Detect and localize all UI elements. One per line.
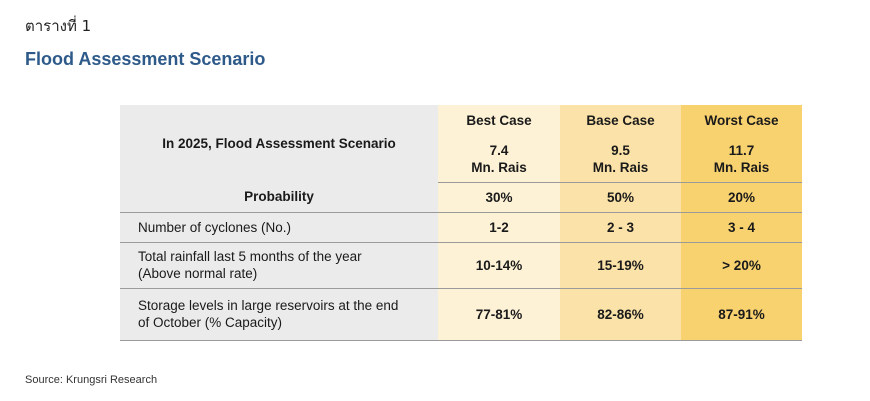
cell-best: 10-14% [438,242,560,289]
row-label: Storage levels in large reservoirs at th… [120,288,438,341]
cell-worst: 87-91% [681,288,802,341]
cell-worst: > 20% [681,242,802,289]
amount-value: 9.5 [611,142,630,158]
scenario-table: In 2025, Flood Assessment Scenario Best … [120,105,802,341]
amount-unit: Mn. Rais [471,159,527,175]
page-title: Flood Assessment Scenario [25,49,266,69]
amount-value: 11.7 [728,142,755,158]
table-row: Storage levels in large reservoirs at th… [120,288,802,341]
cell-base: 15-19% [560,242,681,289]
table-number-label: ตารางที่ 1 [25,17,92,35]
header-row: In 2025, Flood Assessment Scenario Best … [120,105,802,182]
amount-worst: 11.7 Mn. Rais [681,136,802,183]
amount-best: 7.4 Mn. Rais [438,136,560,183]
row-label-line1: Total rainfall last 5 months of the year [138,249,362,264]
probability-worst: 20% [681,182,802,213]
corner-label: In 2025, Flood Assessment Scenario [120,105,438,182]
row-label: Number of cyclones (No.) [120,212,438,243]
cell-worst: 3 - 4 [681,212,802,243]
table-row: Total rainfall last 5 months of the year… [120,242,802,289]
cell-base: 2 - 3 [560,212,681,243]
table-row: Number of cyclones (No.) 1-2 2 - 3 3 - 4 [120,212,802,243]
amount-unit: Mn. Rais [592,159,649,175]
cell-base: 82-86% [560,288,681,341]
header-amount-row: 7.4 Mn. Rais 9.5 Mn. Rais 11.7 Mn. Rais [120,136,802,183]
col-header-base: Base Case [560,105,681,136]
row-label-line2: of October (% Capacity) [138,315,283,330]
amount-base: 9.5 Mn. Rais [560,136,681,183]
probability-best: 30% [438,182,560,213]
cell-best: 1-2 [438,212,560,243]
row-label-line2: (Above normal rate) [138,266,258,281]
col-header-best: Best Case [438,105,560,136]
row-label-line1: Storage levels in large reservoirs at th… [138,298,399,313]
probability-label: Probability [120,182,438,213]
col-header-worst: Worst Case [681,105,802,136]
row-label: Total rainfall last 5 months of the year… [120,242,438,289]
probability-row: Probability 30% 50% 20% [120,182,802,213]
cell-best: 77-81% [438,288,560,341]
amount-unit: Mn. Rais [713,159,770,175]
probability-base: 50% [560,182,681,213]
amount-value: 7.4 [489,142,509,158]
source-note: Source: Krungsri Research [25,374,158,386]
